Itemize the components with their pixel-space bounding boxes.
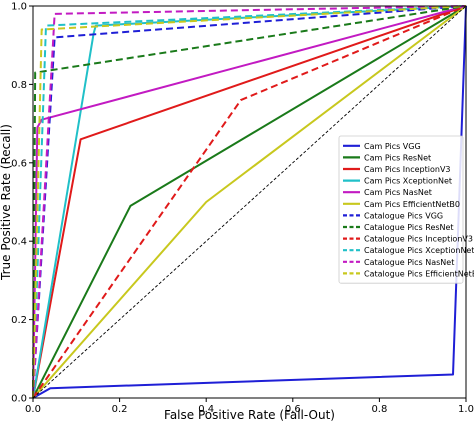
legend-label: Cam Pics EfficientNetB0 [364, 200, 460, 209]
diagonal-reference-line [32, 5, 467, 399]
x-tick-label: 0.6 [285, 404, 301, 415]
x-tick-label: 0.8 [371, 404, 387, 415]
series-line-cam-pics-inceptionv3 [32, 5, 467, 399]
legend-label: Catalogue Pics VGG [364, 211, 443, 220]
series-line-catalogue-pics-efficientnetb0 [32, 5, 467, 399]
x-tick-label: 1.0 [458, 404, 474, 415]
x-ticks: 0.0 0.2 0.4 0.6 0.8 1.0 [25, 398, 474, 415]
legend-entry: Catalogue Pics EfficientNetB0 [343, 269, 474, 278]
legend-label: Catalogue Pics EfficientNetB0 [364, 269, 474, 278]
legend-label: Cam Pics VGG [364, 142, 421, 151]
legend-entry: Cam Pics NasNet [343, 188, 432, 197]
legend-label: Cam Pics NasNet [364, 188, 432, 197]
legend-box [338, 135, 464, 284]
legend-entry: Cam Pics ResNet [343, 153, 431, 162]
y-tick-label: 0.4 [11, 237, 27, 248]
legend-label: Cam Pics InceptionV3 [364, 165, 451, 174]
y-tick-label: 1.0 [11, 2, 27, 13]
series-line-catalogue-pics-resnet [32, 5, 467, 399]
x-tick-label: 0.2 [112, 404, 128, 415]
legend-entry: Catalogue Pics VGG [343, 211, 443, 220]
legend-label: Cam Pics ResNet [364, 153, 431, 162]
plot-frame [32, 5, 467, 399]
series-line-catalogue-pics-xceptionnet [32, 5, 467, 399]
legend-entry: Catalogue Pics InceptionV3 [343, 235, 473, 244]
legend-items: Cam Pics VGG Cam Pics ResNet Cam Pics Ince… [343, 142, 474, 278]
series-line-cam-pics-nasnet [32, 5, 467, 399]
y-tick-label: 0.6 [11, 158, 27, 169]
x-tick-label: 0.0 [25, 404, 41, 415]
legend-entry: Catalogue Pics NasNet [343, 258, 454, 267]
legend-label: Catalogue Pics InceptionV3 [364, 235, 473, 244]
legend: Cam Pics VGG Cam Pics ResNet Cam Pics Ince… [338, 135, 474, 284]
legend-entry: Cam Pics VGG [343, 142, 421, 151]
y-tick-label: 0.8 [11, 80, 27, 91]
series-line-cam-pics-efficientnetb0 [32, 5, 467, 399]
legend-entry: Cam Pics EfficientNetB0 [343, 200, 460, 209]
legend-label: Catalogue Pics ResNet [364, 223, 454, 232]
series-line-cam-pics-resnet [32, 5, 467, 399]
legend-label: Catalogue Pics XceptionNet [364, 246, 474, 255]
y-tick-label: 0.0 [11, 394, 27, 405]
legend-entry: Catalogue Pics ResNet [343, 223, 454, 232]
series-line-catalogue-pics-inceptionv3 [32, 5, 467, 399]
legend-label: Cam Pics XceptionNet [364, 177, 452, 186]
y-axis-label: True Positive Rate (Recall) [0, 124, 13, 281]
legend-entry: Cam Pics XceptionNet [343, 177, 452, 186]
x-axis-label: False Positive Rate (Fall-Out) [164, 408, 335, 422]
legend-entry: Cam Pics InceptionV3 [343, 165, 451, 174]
legend-label: Catalogue Pics NasNet [364, 258, 454, 267]
x-tick-label: 0.4 [198, 404, 214, 415]
y-ticks: 0.0 0.2 0.4 0.6 0.8 1.0 [11, 2, 33, 405]
series-layer [32, 5, 467, 399]
legend-entry: Catalogue Pics XceptionNet [343, 246, 474, 255]
y-tick-label: 0.2 [11, 315, 27, 326]
